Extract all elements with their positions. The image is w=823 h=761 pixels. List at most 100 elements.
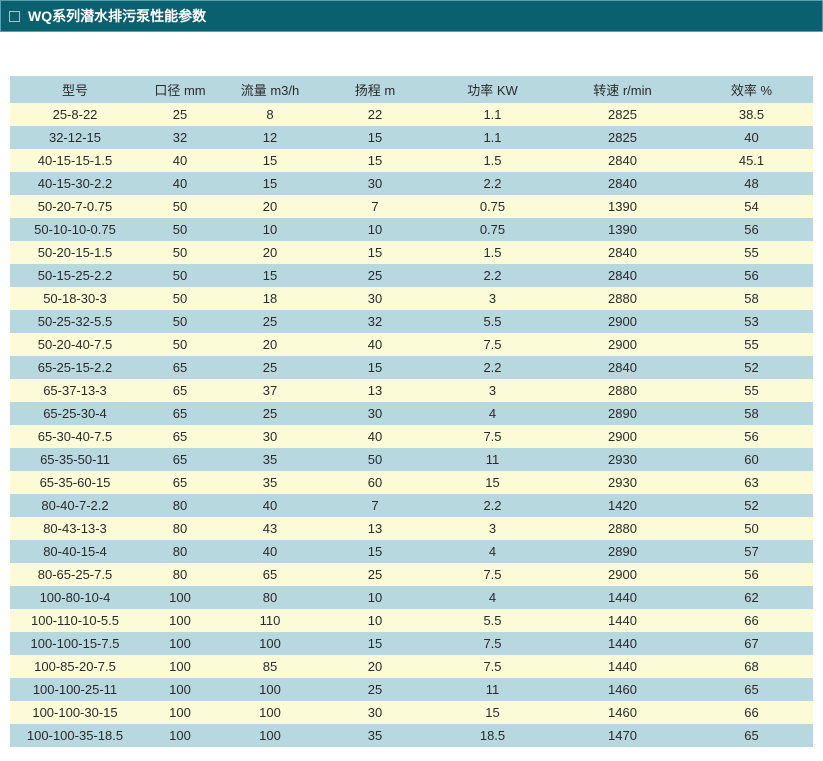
table-cell: 12 — [220, 126, 320, 149]
table-row: 100-85-20-7.510085207.5144068 — [10, 655, 813, 678]
table-cell: 15 — [320, 126, 430, 149]
table-cell: 40-15-30-2.2 — [10, 172, 140, 195]
table-cell: 65 — [140, 471, 220, 494]
table-cell: 52 — [690, 356, 813, 379]
table-cell: 50 — [690, 517, 813, 540]
table-row: 80-43-13-38043133288050 — [10, 517, 813, 540]
table-cell: 2.2 — [430, 494, 555, 517]
table-cell: 7.5 — [430, 563, 555, 586]
table-cell: 50-18-30-3 — [10, 287, 140, 310]
table-cell: 43 — [220, 517, 320, 540]
col-header: 流量 m3/h — [220, 76, 320, 103]
table-cell: 1.1 — [430, 126, 555, 149]
table-cell: 15 — [320, 632, 430, 655]
table-row: 80-65-25-7.58065257.5290056 — [10, 563, 813, 586]
table-row: 50-20-7-0.75502070.75139054 — [10, 195, 813, 218]
table-cell: 100 — [140, 632, 220, 655]
table-row: 50-18-30-35018303288058 — [10, 287, 813, 310]
table-cell: 35 — [220, 448, 320, 471]
table-row: 65-30-40-7.56530407.5290056 — [10, 425, 813, 448]
table-cell: 65 — [220, 563, 320, 586]
table-cell: 18.5 — [430, 724, 555, 747]
table-cell: 56 — [690, 425, 813, 448]
table-cell: 25 — [220, 402, 320, 425]
table-cell: 50 — [320, 448, 430, 471]
table-cell: 38.5 — [690, 103, 813, 126]
table-cell: 1390 — [555, 195, 690, 218]
table-cell: 15 — [320, 241, 430, 264]
table-cell: 1440 — [555, 632, 690, 655]
table-cell: 65-30-40-7.5 — [10, 425, 140, 448]
table-cell: 2880 — [555, 517, 690, 540]
table-cell: 55 — [690, 379, 813, 402]
table-cell: 37 — [220, 379, 320, 402]
table-cell: 65 — [690, 724, 813, 747]
table-cell: 80-43-13-3 — [10, 517, 140, 540]
table-cell: 65 — [140, 402, 220, 425]
table-row: 65-35-60-1565356015293063 — [10, 471, 813, 494]
table-cell: 55 — [690, 333, 813, 356]
table-cell: 40 — [220, 494, 320, 517]
table-cell: 80 — [140, 517, 220, 540]
table-cell: 60 — [320, 471, 430, 494]
table-cell: 100 — [140, 701, 220, 724]
table-cell: 80 — [140, 494, 220, 517]
table-cell: 25 — [140, 103, 220, 126]
table-cell: 1.5 — [430, 149, 555, 172]
table-cell: 2840 — [555, 356, 690, 379]
table-cell: 7.5 — [430, 632, 555, 655]
table-cell: 10 — [320, 609, 430, 632]
table-cell: 100 — [140, 586, 220, 609]
table-cell: 65-37-13-3 — [10, 379, 140, 402]
table-cell: 15 — [320, 356, 430, 379]
table-cell: 2840 — [555, 149, 690, 172]
table-cell: 45.1 — [690, 149, 813, 172]
table-cell: 85 — [220, 655, 320, 678]
table-cell: 2930 — [555, 471, 690, 494]
table-row: 80-40-15-48040154289057 — [10, 540, 813, 563]
table-cell: 56 — [690, 563, 813, 586]
table-cell: 10 — [220, 218, 320, 241]
table-cell: 60 — [690, 448, 813, 471]
table-cell: 7 — [320, 494, 430, 517]
table-row: 100-110-10-5.5100110105.5144066 — [10, 609, 813, 632]
table-cell: 2.2 — [430, 356, 555, 379]
table-cell: 40 — [220, 540, 320, 563]
col-header: 型号 — [10, 76, 140, 103]
col-header: 口径 mm — [140, 76, 220, 103]
table-cell: 50-20-40-7.5 — [10, 333, 140, 356]
table-row: 50-10-10-0.755010100.75139056 — [10, 218, 813, 241]
table-cell: 2.2 — [430, 264, 555, 287]
table-cell: 15 — [220, 149, 320, 172]
table-row: 100-100-25-111001002511146065 — [10, 678, 813, 701]
table-cell: 20 — [320, 655, 430, 678]
spacer — [0, 32, 823, 76]
table-row: 50-15-25-2.25015252.2284056 — [10, 264, 813, 287]
table-cell: 2900 — [555, 310, 690, 333]
table-cell: 67 — [690, 632, 813, 655]
table-cell: 10 — [320, 586, 430, 609]
table-cell: 100 — [140, 724, 220, 747]
table-cell: 25 — [220, 356, 320, 379]
table-cell: 5.5 — [430, 609, 555, 632]
table-cell: 18 — [220, 287, 320, 310]
table-cell: 66 — [690, 701, 813, 724]
table-cell: 65-25-30-4 — [10, 402, 140, 425]
table-cell: 50 — [140, 333, 220, 356]
table-cell: 50 — [140, 218, 220, 241]
table-cell: 100 — [220, 724, 320, 747]
table-cell: 100-110-10-5.5 — [10, 609, 140, 632]
table-cell: 52 — [690, 494, 813, 517]
table-cell: 15 — [430, 701, 555, 724]
table-cell: 62 — [690, 586, 813, 609]
table-cell: 40 — [140, 172, 220, 195]
table-cell: 30 — [320, 402, 430, 425]
table-cell: 15 — [320, 540, 430, 563]
table-cell: 1390 — [555, 218, 690, 241]
table-cell: 80 — [140, 540, 220, 563]
table-cell: 30 — [220, 425, 320, 448]
table-cell: 32-12-15 — [10, 126, 140, 149]
table-cell: 54 — [690, 195, 813, 218]
table-cell: 10 — [320, 218, 430, 241]
table-row: 65-35-50-1165355011293060 — [10, 448, 813, 471]
